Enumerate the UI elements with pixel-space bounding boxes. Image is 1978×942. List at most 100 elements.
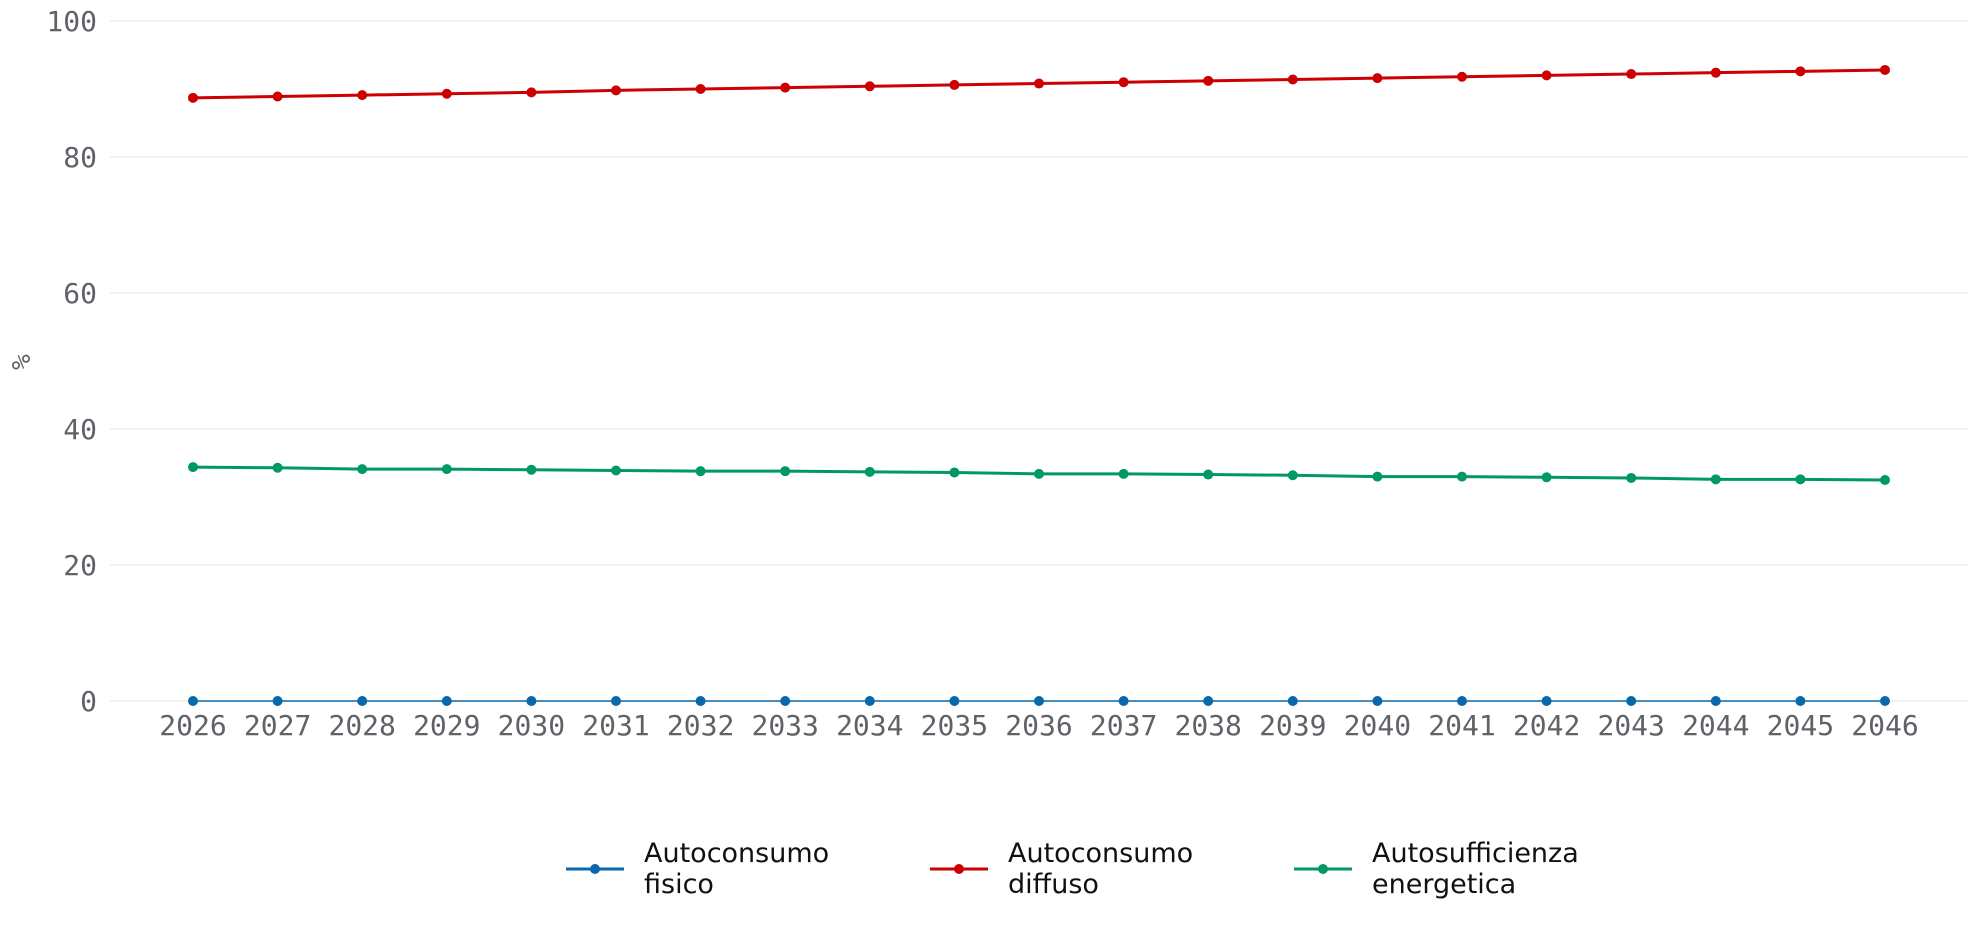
legend-label-autosufficienza-energetica: Autosufficienza energetica [1372,838,1604,900]
data-point-autosufficienza-energetica-2040 [1372,471,1383,482]
legend-swatch-autoconsumo-diffuso [930,859,988,879]
x-tick-label: 2028 [328,709,395,742]
legend-label-line1: Autoconsumo [1008,838,1194,869]
data-point-autoconsumo-fisico-2044 [1710,696,1721,706]
data-point-autoconsumo-fisico-2045 [1795,696,1806,706]
y-tick-label: 40 [63,413,97,446]
x-tick-label: 2046 [1851,709,1918,742]
x-tick-label: 2042 [1513,709,1580,742]
legend-label-line2: diffuso [1008,869,1099,900]
legend-label-line2: fisico [644,869,714,900]
y-tick-label: 80 [63,141,97,174]
data-point-autoconsumo-diffuso-2039 [1287,74,1298,85]
data-point-autosufficienza-energetica-2045 [1795,474,1806,485]
data-point-autoconsumo-fisico-2033 [780,696,791,706]
x-tick-label: 2027 [244,709,311,742]
data-point-autoconsumo-fisico-2027 [272,696,283,706]
x-tick-label: 2036 [1005,709,1072,742]
data-point-autoconsumo-diffuso-2028 [357,90,368,101]
data-point-autoconsumo-diffuso-2046 [1880,64,1890,75]
x-tick-label: 2029 [413,709,480,742]
data-point-autoconsumo-fisico-2034 [864,696,875,706]
data-point-autoconsumo-diffuso-2038 [1203,75,1214,86]
x-tick-label: 2034 [836,709,903,742]
x-tick-label: 2033 [751,709,818,742]
data-point-autoconsumo-diffuso-2043 [1626,69,1637,80]
x-tick-label: 2031 [582,709,649,742]
x-tick-label: 2038 [1174,709,1241,742]
data-point-autoconsumo-diffuso-2036 [1034,78,1044,89]
x-tick-label: 2039 [1259,709,1326,742]
data-point-autosufficienza-energetica-2031 [611,465,621,476]
data-point-autoconsumo-fisico-2035 [949,696,960,706]
x-tick-label: 2026 [159,709,226,742]
data-point-autoconsumo-fisico-2029 [441,696,452,706]
data-point-autoconsumo-diffuso-2033 [780,82,791,93]
series-layer [188,64,1890,706]
data-point-autoconsumo-fisico-2030 [526,696,537,706]
data-point-autosufficienza-energetica-2026 [188,462,198,473]
data-point-autosufficienza-energetica-2035 [949,467,960,478]
data-point-autosufficienza-energetica-2036 [1034,468,1044,479]
data-point-autoconsumo-diffuso-2031 [611,85,621,96]
legend-marker-icon [930,864,988,874]
data-point-autosufficienza-energetica-2042 [1541,472,1552,483]
legend-item-autosufficienza-energetica: Autosufficienza energetica [1294,838,1604,900]
x-tick-label: 2035 [921,709,988,742]
legend-item-autoconsumo-diffuso: Autoconsumo diffuso [930,838,1240,900]
data-point-autoconsumo-diffuso-2034 [864,81,875,92]
x-tick-label: 2041 [1428,709,1495,742]
y-tick-label: 60 [63,277,97,310]
x-tick-label: 2032 [667,709,734,742]
y-grid [110,20,1968,702]
data-point-autoconsumo-fisico-2036 [1034,696,1044,706]
data-point-autoconsumo-fisico-2037 [1118,696,1129,706]
legend-swatch-autosufficienza-energetica [1294,859,1352,879]
x-tick-label: 2045 [1767,709,1834,742]
data-point-autosufficienza-energetica-2030 [526,464,537,475]
data-point-autoconsumo-diffuso-2045 [1795,66,1806,77]
legend-swatch-autoconsumo-fisico [566,859,624,879]
data-point-autoconsumo-fisico-2046 [1880,696,1890,706]
x-tick-labels: 2026 2027 2028 2029 2030 2031 2032 2033 2034 2035… [159,709,1918,742]
data-point-autosufficienza-energetica-2043 [1626,472,1637,483]
x-tick-label: 2044 [1682,709,1749,742]
data-point-autosufficienza-energetica-2037 [1118,468,1129,479]
data-point-autoconsumo-diffuso-2030 [526,87,537,98]
series-autoconsumo-fisico [188,696,1890,706]
y-tick-label: 20 [63,549,97,582]
data-point-autosufficienza-energetica-2038 [1203,469,1214,480]
data-point-autosufficienza-energetica-2027 [272,462,283,473]
data-point-autoconsumo-fisico-2026 [188,696,198,706]
data-point-autoconsumo-diffuso-2041 [1457,71,1467,82]
series-autoconsumo-diffuso [188,64,1890,103]
data-point-autoconsumo-diffuso-2044 [1710,67,1721,78]
legend-label-autoconsumo-diffuso: Autoconsumo diffuso [1008,838,1240,900]
y-tick-label: 100 [46,5,97,38]
data-point-autoconsumo-diffuso-2032 [695,84,706,94]
data-point-autoconsumo-fisico-2042 [1541,696,1552,706]
data-point-autoconsumo-diffuso-2029 [441,88,452,99]
y-axis-title: % [7,354,37,370]
data-point-autoconsumo-diffuso-2035 [949,79,960,90]
data-point-autosufficienza-energetica-2032 [695,466,706,477]
data-point-autoconsumo-fisico-2038 [1203,696,1214,706]
data-point-autoconsumo-diffuso-2027 [272,91,283,102]
legend-marker-icon [1294,864,1352,874]
data-point-autoconsumo-diffuso-2040 [1372,73,1383,84]
x-tick-label: 2043 [1597,709,1664,742]
legend-label-line1: Autosufficienza [1372,838,1579,869]
data-point-autoconsumo-diffuso-2037 [1118,77,1129,88]
legend-item-autoconsumo-fisico: Autoconsumo fisico [566,838,876,900]
data-point-autosufficienza-energetica-2034 [864,466,875,477]
legend-label-line2: energetica [1372,869,1517,900]
data-point-autoconsumo-diffuso-2042 [1541,70,1552,81]
data-point-autoconsumo-fisico-2043 [1626,696,1637,706]
data-point-autoconsumo-fisico-2039 [1287,696,1298,706]
data-point-autoconsumo-diffuso-2026 [188,92,198,103]
data-point-autoconsumo-fisico-2031 [611,696,621,706]
series-autosufficienza-energetica [188,462,1890,485]
y-tick-label: 0 [80,685,97,718]
data-point-autosufficienza-energetica-2028 [357,464,368,475]
